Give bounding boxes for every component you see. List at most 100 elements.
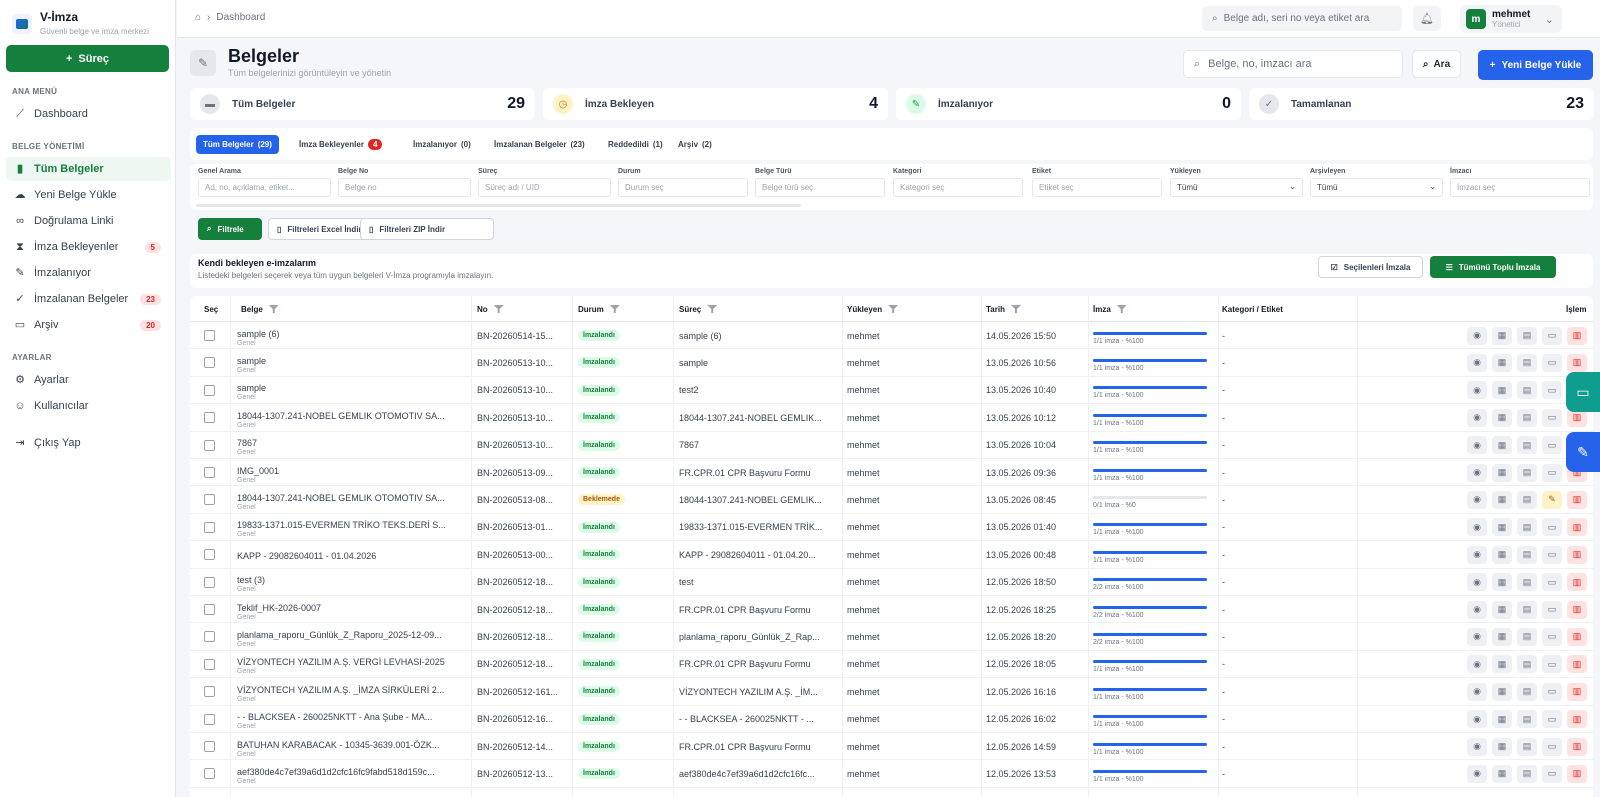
clipboard-icon[interactable]: ▤	[1517, 600, 1537, 619]
archive-icon[interactable]: ▭	[1542, 463, 1562, 482]
row-checkbox[interactable]	[204, 384, 215, 396]
table-row[interactable]: 18044-1307.241-NOBEL GEMLIK OTOMOTIV SA.…	[190, 486, 1593, 514]
archive-icon[interactable]: ▭	[1542, 436, 1562, 455]
row-checkbox[interactable]	[204, 494, 215, 506]
view-icon[interactable]: ◉	[1467, 764, 1487, 783]
row-checkbox[interactable]	[204, 521, 215, 533]
view-icon[interactable]: ◉	[1467, 737, 1487, 756]
export-zip-button[interactable]: ▯ Filtreleri ZIP İndir	[360, 218, 494, 240]
archive-icon[interactable]: ▭	[1542, 518, 1562, 537]
view-icon[interactable]: ◉	[1467, 518, 1487, 537]
delete-icon[interactable]: ▥	[1567, 682, 1587, 701]
notification-bell-icon[interactable]: 🔔︎	[1413, 6, 1441, 31]
filter-doc-type-select[interactable]: Belge türü seç	[755, 178, 885, 197]
sidebar-item-logout[interactable]: ⇥ Çıkış Yap	[6, 431, 171, 455]
row-checkbox[interactable]	[204, 549, 215, 561]
document-cell[interactable]: BATUHAN KARABACAK - 10345-3639.001-ÖZK..…	[237, 736, 457, 758]
filter-tag-select[interactable]: Etiket seç	[1032, 178, 1162, 197]
delete-icon[interactable]: ▥	[1567, 490, 1587, 509]
column-header-date[interactable]: Tarih	[986, 296, 1021, 322]
view-icon[interactable]: ◉	[1467, 545, 1487, 564]
row-checkbox[interactable]	[204, 412, 215, 424]
row-checkbox[interactable]	[204, 686, 215, 698]
new-process-button[interactable]: + Süreç	[6, 45, 169, 72]
global-search-input[interactable]: ⌕ Belge adı, seri no veya etiket ara	[1202, 6, 1402, 31]
process-name[interactable]: 7867	[679, 440, 700, 451]
row-checkbox[interactable]	[204, 768, 215, 780]
filter-category-select[interactable]: Kategori seç	[893, 178, 1023, 197]
document-search-input[interactable]: ⌕ Belge, no, imzacı ara	[1183, 50, 1403, 78]
process-name[interactable]: 19833-1371.015-EVERMEN TRİK...	[679, 522, 823, 533]
delete-icon[interactable]: ▥	[1567, 353, 1587, 372]
archive-icon[interactable]: ▭	[1542, 627, 1562, 646]
tab-rejected[interactable]: Reddedildi (1)	[601, 135, 670, 154]
qr-code-icon[interactable]: ▦	[1492, 710, 1512, 729]
view-icon[interactable]: ◉	[1467, 600, 1487, 619]
qr-code-icon[interactable]: ▦	[1492, 627, 1512, 646]
qr-code-icon[interactable]: ▦	[1492, 682, 1512, 701]
clipboard-icon[interactable]: ▤	[1517, 655, 1537, 674]
document-cell[interactable]: 18044-1307.241-NOBEL GEMLIK OTOMOTIV SA.…	[237, 489, 457, 511]
clipboard-icon[interactable]: ▤	[1517, 463, 1537, 482]
table-row[interactable]: sample (6) Genel BN-20260514-15... İmzaland…	[190, 322, 1593, 350]
delete-icon[interactable]: ▥	[1567, 545, 1587, 564]
breadcrumb-current[interactable]: Dashboard	[216, 12, 266, 23]
clipboard-icon[interactable]: ▤	[1517, 518, 1537, 537]
archive-icon[interactable]: ▭	[1542, 655, 1562, 674]
archive-icon[interactable]: ▭	[1542, 381, 1562, 400]
column-header-no[interactable]: No	[477, 296, 504, 322]
view-icon[interactable]: ◉	[1467, 627, 1487, 646]
archive-icon[interactable]: ▭	[1542, 353, 1562, 372]
view-icon[interactable]: ◉	[1467, 353, 1487, 372]
clipboard-icon[interactable]: ▤	[1517, 737, 1537, 756]
archive-icon[interactable]: ▭	[1542, 764, 1562, 783]
row-checkbox[interactable]	[204, 330, 215, 341]
sign-all-button[interactable]: ☰ Tümünü Toplu İmzala	[1430, 256, 1556, 278]
archive-icon[interactable]: ▭	[1542, 326, 1562, 345]
table-row[interactable]: test (3) Genel BN-20260512-18... İmzalandı t…	[190, 569, 1593, 596]
document-cell[interactable]: aef380de4c7ef39a6d1d2cfc16fc9fabd518d159…	[237, 763, 457, 785]
delete-icon[interactable]: ▥	[1567, 518, 1587, 537]
process-name[interactable]: test	[679, 577, 694, 588]
delete-icon[interactable]: ▥	[1567, 627, 1587, 646]
stat-card-signing[interactable]: ✎ İmzalanıyor 0	[896, 88, 1241, 120]
filter-signer-select[interactable]: İmzacı seç	[1450, 178, 1590, 197]
row-checkbox[interactable]	[204, 439, 215, 451]
sign-edit-icon[interactable]: ✎	[1542, 490, 1562, 509]
tab-signing[interactable]: İmzalanıyor (0)	[406, 135, 478, 154]
column-header-process[interactable]: Süreç	[679, 296, 718, 322]
clipboard-icon[interactable]: ▤	[1517, 326, 1537, 345]
sidebar-item-upload[interactable]: ☁ Yeni Belge Yükle	[6, 183, 171, 207]
filter-icon[interactable]	[707, 305, 718, 313]
delete-icon[interactable]: ▥	[1567, 710, 1587, 729]
qr-code-icon[interactable]: ▦	[1492, 353, 1512, 372]
table-row[interactable]: KAPP - 29082604011 - 01.04.2026 BN-202605…	[190, 541, 1593, 569]
document-cell[interactable]: - - BLACKSEA - 260025NKTT - Ana Şube - M…	[237, 708, 457, 730]
document-cell[interactable]: VİZYONTECH YAZILIM A.Ş. _İMZA SİRKÜLERİ …	[237, 681, 457, 703]
qr-code-icon[interactable]: ▦	[1492, 518, 1512, 537]
tab-pending[interactable]: İmza Bekleyenler 4	[292, 135, 389, 154]
process-name[interactable]: KAPP - 29082604011 - 01.04.20...	[679, 549, 816, 560]
process-name[interactable]: test2	[679, 385, 699, 396]
stat-card-pending[interactable]: ◷ İmza Bekleyen 4	[543, 88, 888, 120]
filter-status-select[interactable]: Durum seç	[618, 178, 748, 197]
table-row[interactable]: Teklif_HK-2026-0007 Genel BN-20260512-18..…	[190, 596, 1593, 624]
archive-icon[interactable]: ▭	[1542, 600, 1562, 619]
qr-code-icon[interactable]: ▦	[1492, 573, 1512, 592]
table-row[interactable]: IMG_0001 Genel BN-20260513-09... İmzalandı F…	[190, 459, 1593, 487]
row-checkbox[interactable]	[204, 741, 215, 752]
table-row[interactable]: 7867 Genel BN-20260513-10... İmzalandı 7867 m…	[190, 432, 1593, 459]
view-icon[interactable]: ◉	[1467, 463, 1487, 482]
process-name[interactable]: - - BLACKSEA - 260025NKTT - ...	[679, 714, 814, 725]
filter-icon[interactable]	[493, 305, 504, 313]
document-cell[interactable]: KAPP - 29082604011 - 01.04.2026	[237, 547, 457, 562]
archive-icon[interactable]: ▭	[1542, 737, 1562, 756]
table-row[interactable]: 18044-1307.241-NOBEL GEMLIK OTOMOTIV SA.…	[190, 404, 1593, 432]
sidebar-item-all-documents[interactable]: ▮ Tüm Belgeler	[6, 157, 171, 181]
sidebar-item-verify-link[interactable]: ∞ Doğrulama Linki	[6, 209, 171, 233]
brand[interactable]: V-İmza Güvenli belge ve imza merkezi	[12, 10, 149, 36]
table-row[interactable]: VİZYONTECH YAZILIM A.Ş. _İMZA SİRKÜLERİ …	[190, 678, 1593, 706]
filter-uploader-select[interactable]: Tümü ⌄	[1170, 178, 1303, 197]
document-cell[interactable]: IMG_0001 Genel	[237, 462, 457, 484]
apply-filter-button[interactable]: ⌕ Filtrele	[198, 218, 262, 240]
